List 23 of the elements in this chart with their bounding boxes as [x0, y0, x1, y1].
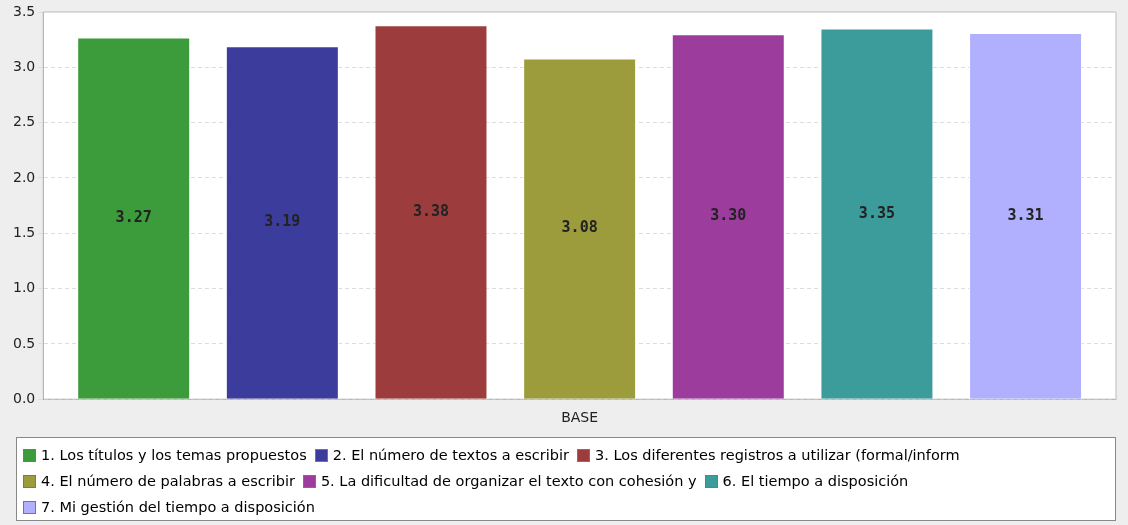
data-label: 3.27 — [115, 207, 152, 226]
data-label: 3.35 — [858, 203, 895, 222]
y-tick-label: 0.0 — [13, 389, 36, 406]
y-tick-label: 2.0 — [13, 168, 36, 185]
y-tick-label: 0.5 — [13, 334, 36, 351]
data-label: 3.30 — [710, 206, 747, 225]
legend-label: 4. El número de palabras a escribir — [41, 473, 295, 489]
y-tick-label: 1.0 — [13, 279, 36, 296]
legend-label: 5. La dificultad de organizar el texto con cohesión y — [320, 473, 697, 489]
legend-label: 6. El tiempo a disposición — [722, 473, 909, 489]
y-tick-label: 2.5 — [13, 113, 36, 130]
legend-label: 1. Los títulos y los temas propuestos — [41, 447, 307, 463]
data-label: 3.38 — [412, 201, 450, 220]
data-label: 3.31 — [1007, 205, 1044, 224]
y-tick-label: 1.5 — [13, 223, 36, 240]
data-label: 3.08 — [561, 218, 598, 237]
legend-label: 3. Los diferentes registros a utilizar (formal/inform — [595, 447, 960, 463]
y-tick-label: 3.5 — [13, 2, 36, 19]
legend-label: 2. El número de textos a escribir — [332, 447, 569, 463]
y-tick-label: 3.0 — [13, 57, 36, 74]
x-tick-label: BASE — [561, 409, 599, 426]
legend-label: 7. Mi gestión del tiempo a disposición — [41, 499, 315, 515]
data-label: 3.19 — [264, 212, 301, 231]
